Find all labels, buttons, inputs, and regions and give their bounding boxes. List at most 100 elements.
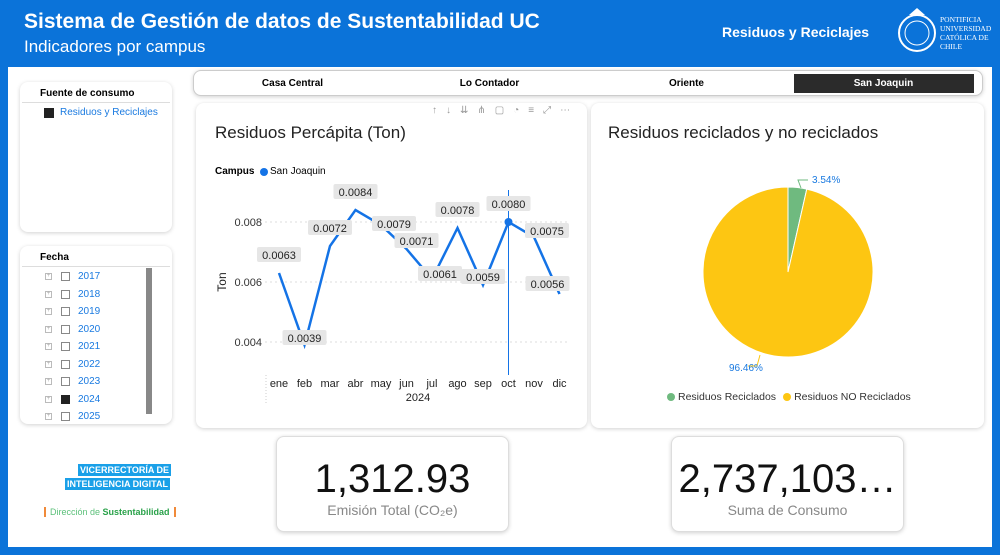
- legend-dot-icon: [667, 393, 675, 401]
- tab-campus[interactable]: Casa Central: [261, 77, 324, 89]
- pie-label: 3.54%: [812, 175, 840, 186]
- x-tick-label: jun: [398, 378, 414, 390]
- kpi-emision: 1,312.93 Emisión Total (CO₂e): [276, 436, 509, 532]
- checkbox[interactable]: [61, 359, 70, 369]
- year-item[interactable]: +2021: [20, 338, 172, 356]
- year-item[interactable]: +2023: [20, 373, 172, 391]
- chart-title: Residuos Percápita (Ton): [215, 123, 406, 142]
- tab-campus[interactable]: Lo Contador: [459, 77, 520, 89]
- checkbox[interactable]: [61, 394, 70, 404]
- checkbox[interactable]: [44, 107, 54, 118]
- dir-text: Dirección de: [50, 507, 103, 517]
- direccion-logo: Dirección de Sustentabilidad: [44, 507, 176, 517]
- y-tick-label: 0.006: [234, 277, 262, 289]
- kpi-value: 1,312.93: [314, 457, 471, 501]
- fecha-slicer: Fecha +2017 +2018 +2019 +2020 +2021 +2022 +202…: [20, 246, 172, 424]
- pie-legend: Residuos Reciclados Residuos NO Reciclad…: [667, 391, 911, 403]
- checkbox[interactable]: [61, 342, 70, 352]
- y-tick-label: 0.004: [234, 337, 262, 349]
- expand-icon[interactable]: +: [45, 273, 52, 281]
- year-item[interactable]: +2024: [20, 391, 172, 409]
- data-label-bg: [333, 184, 378, 199]
- checkbox[interactable]: [61, 289, 70, 299]
- dir-text-bold: Sustentabilidad: [102, 507, 170, 517]
- data-label: 0.0084: [339, 187, 373, 199]
- x-tick-label: abr: [348, 378, 364, 390]
- year-item[interactable]: +2025: [20, 408, 172, 426]
- year-label: 2020: [78, 323, 101, 335]
- legend-item[interactable]: San Joaquin: [260, 166, 326, 177]
- year-label: 2018: [78, 288, 101, 300]
- legend-label[interactable]: Residuos NO Reciclados: [794, 391, 911, 403]
- expand-icon[interactable]: +: [45, 343, 52, 351]
- legend-dot-icon: [260, 167, 268, 176]
- year-item[interactable]: +2022: [20, 356, 172, 374]
- year-label: 2017: [78, 271, 101, 283]
- expand-icon[interactable]: +: [45, 360, 52, 368]
- data-label-bg: [282, 330, 327, 345]
- chart-title: Residuos reciclados y no reciclados: [608, 123, 879, 142]
- legend-label: San Joaquin: [270, 166, 326, 177]
- expand-icon[interactable]: +: [45, 378, 52, 386]
- leader-line: [748, 354, 761, 367]
- data-label: 0.0059: [466, 272, 500, 284]
- kpi-value: 2,737,103…: [678, 457, 897, 501]
- x-tick-label: oct: [501, 378, 516, 390]
- y-tick-label: 0.008: [234, 217, 262, 229]
- expand-icon[interactable]: +: [45, 308, 52, 316]
- data-label-bg: [486, 196, 531, 211]
- pie-slice: [702, 186, 874, 358]
- year-label: 2025: [78, 411, 101, 423]
- x-tick-label: jul: [425, 378, 437, 390]
- data-label-bg: [525, 223, 569, 238]
- expand-icon[interactable]: +: [45, 290, 52, 298]
- slicer-item-label: Residuos y Reciclajes: [60, 107, 158, 118]
- year-item[interactable]: +2019: [20, 303, 172, 321]
- slicer-title: Fuente de consumo: [22, 82, 170, 103]
- line-chart-card: ↑↓⇊⋔▢◔≡⤢⋯ Residuos Percápita (Ton) Campu…: [196, 103, 587, 428]
- data-label-bg: [394, 233, 439, 248]
- data-label: 0.0079: [377, 219, 411, 231]
- data-label: 0.0075: [530, 226, 564, 238]
- x-tick-label: sep: [474, 378, 492, 390]
- year-label: 2021: [78, 341, 101, 353]
- x-tick-label: dic: [552, 378, 567, 390]
- slicer-item[interactable]: Residuos y Reciclajes: [20, 103, 172, 118]
- scrollbar[interactable]: [146, 268, 152, 414]
- data-label-bg: [308, 220, 352, 235]
- year-label: 2022: [78, 358, 101, 370]
- leader-line: [797, 179, 808, 189]
- tab-campus[interactable]: San Joaquin: [793, 73, 974, 93]
- checkbox[interactable]: [61, 272, 70, 282]
- year-label: 2019: [78, 306, 101, 318]
- data-label: 0.0078: [441, 205, 475, 217]
- app-title: Sistema de Gestión de datos de Sustentab…: [24, 10, 540, 33]
- kpi-label: Suma de Consumo: [727, 502, 848, 518]
- data-label: 0.0072: [313, 223, 347, 235]
- tab-campus[interactable]: Oriente: [668, 77, 704, 89]
- year-item[interactable]: +2020: [20, 321, 172, 339]
- year-item[interactable]: +2017: [20, 268, 172, 286]
- university-logo: PONTIFICIA UNIVERSIDAD CATÓLICA DE CHILE: [896, 5, 996, 57]
- expand-icon[interactable]: +: [45, 395, 52, 403]
- year-item[interactable]: +2018: [20, 286, 172, 304]
- checkbox[interactable]: [61, 377, 70, 387]
- data-label: 0.0056: [531, 279, 565, 291]
- year-label: 2024: [78, 393, 101, 405]
- data-label: 0.0080: [492, 199, 526, 211]
- checkbox[interactable]: [61, 324, 70, 334]
- data-label-bg: [461, 269, 505, 284]
- x-tick-label: ago: [448, 378, 466, 390]
- expand-icon[interactable]: +: [45, 325, 52, 333]
- checkbox[interactable]: [61, 412, 70, 422]
- pie-chart-card: Residuos reciclados y no reciclados Resi…: [591, 103, 984, 428]
- legend-label[interactable]: Residuos Reciclados: [678, 391, 777, 403]
- expand-icon[interactable]: +: [45, 413, 52, 421]
- y-axis-label: Ton: [215, 272, 229, 291]
- vice-logo-line2: INTELIGENCIA DIGITAL: [65, 478, 170, 490]
- series-line: [277, 208, 561, 350]
- slicer-title: Fecha: [22, 246, 170, 267]
- visual-toolbar-icons[interactable]: ↑↓⇊⋔▢◔≡⤢⋯: [432, 105, 580, 116]
- checkbox[interactable]: [61, 307, 70, 317]
